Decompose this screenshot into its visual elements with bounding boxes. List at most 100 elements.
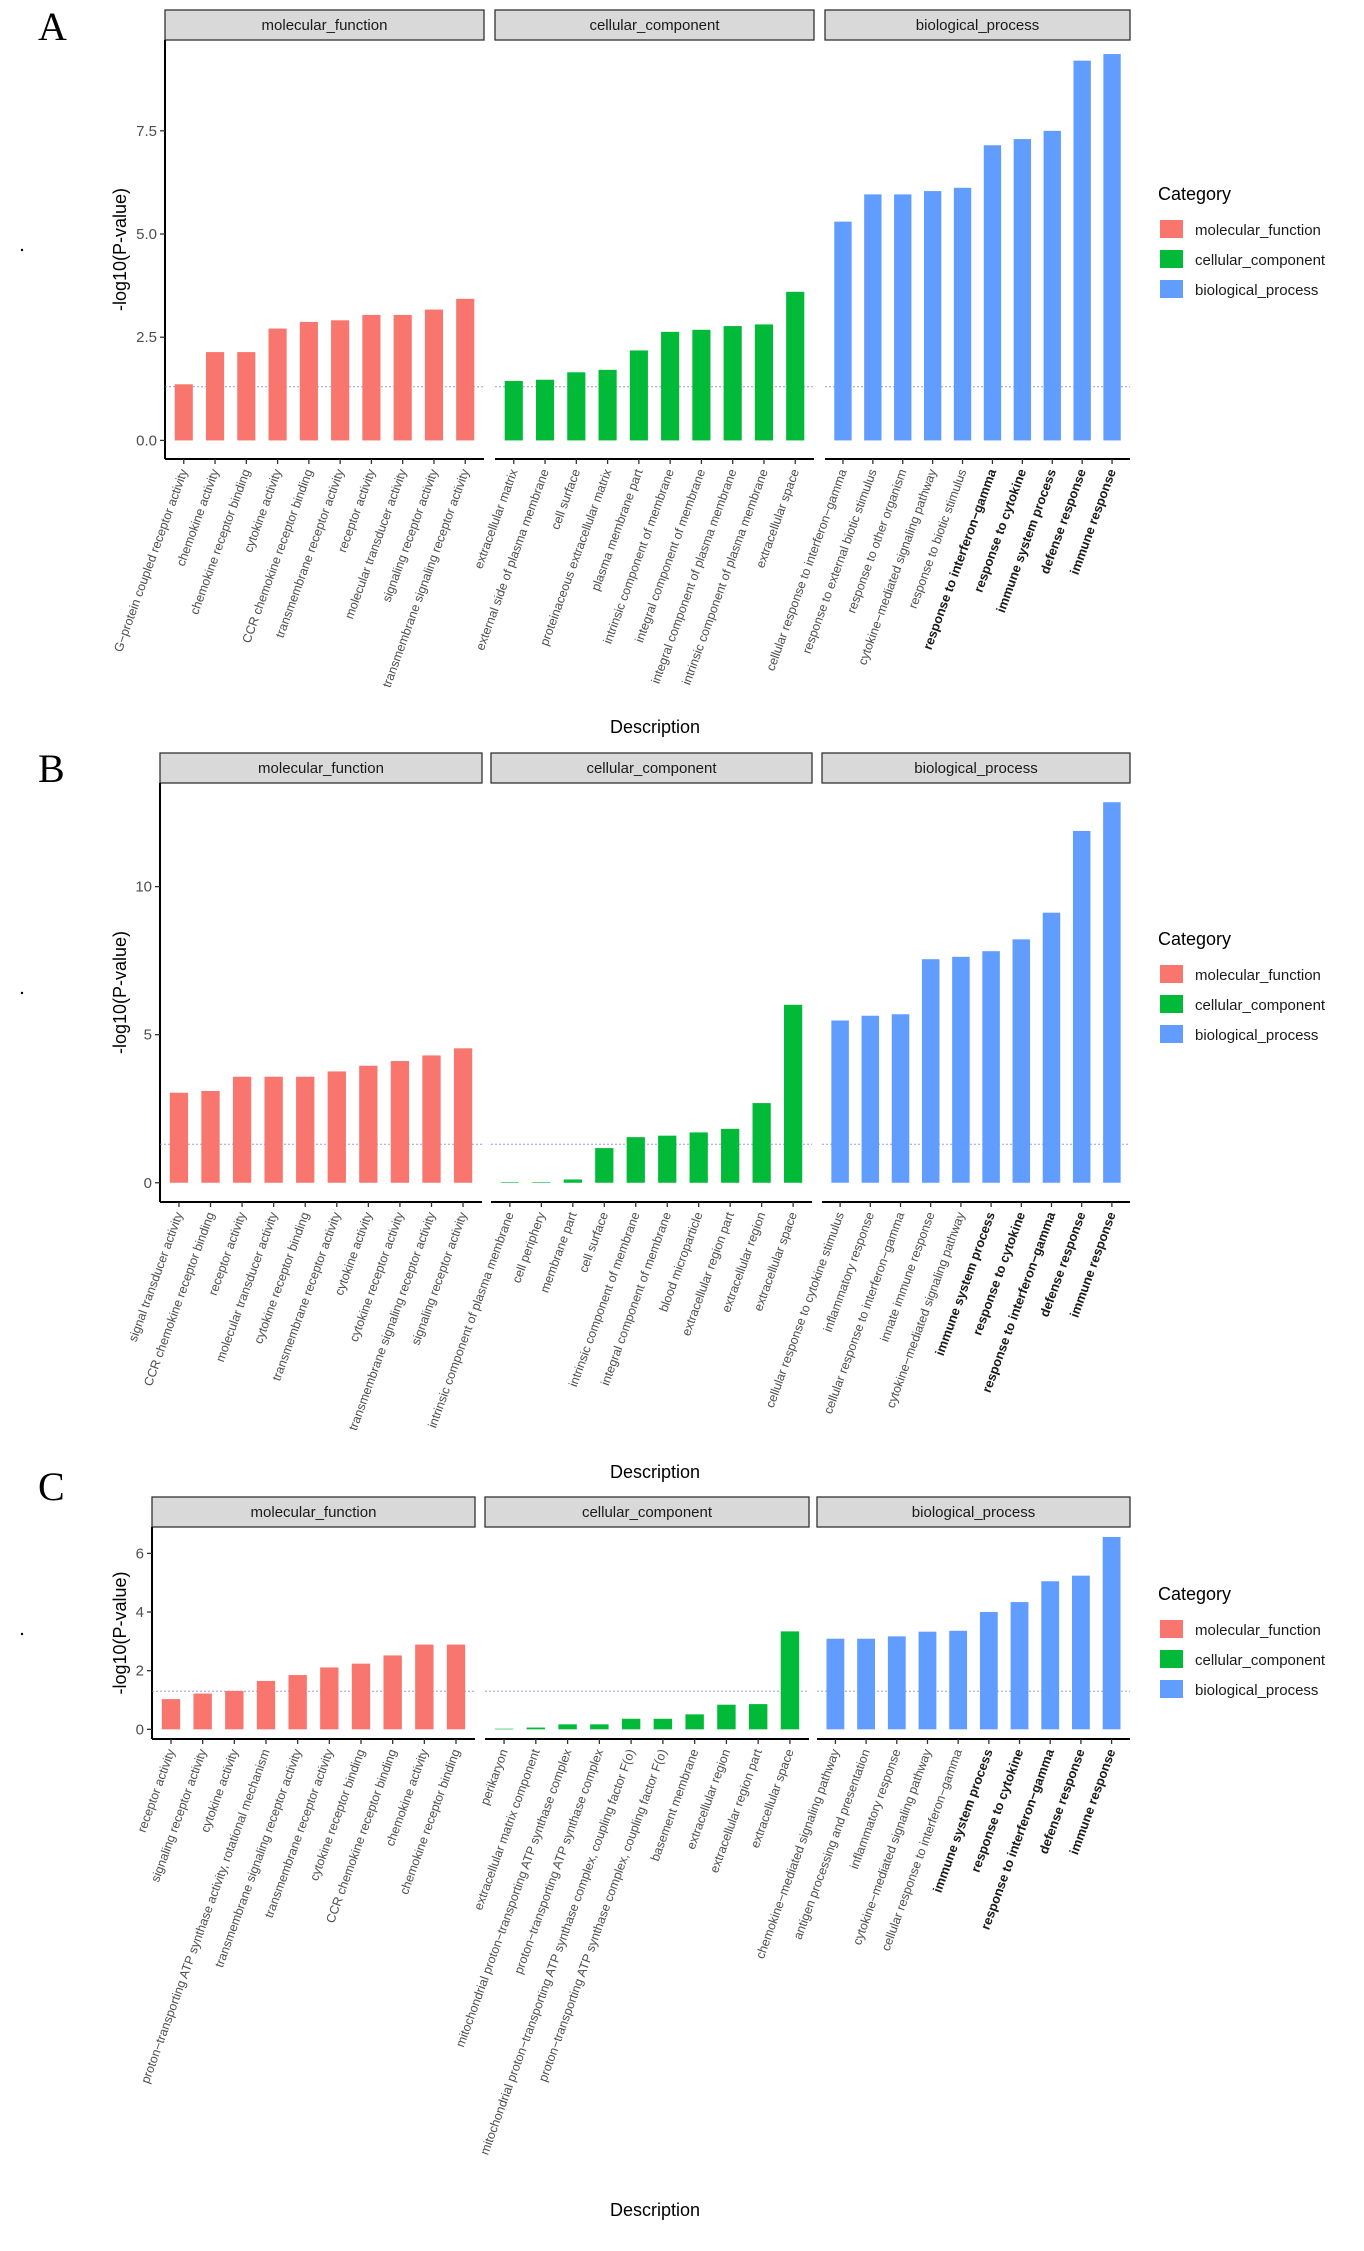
legend-label: cellular_component (1195, 252, 1326, 269)
y-axis-title: -log10(P-value) (110, 931, 130, 1054)
facet-strip-label: cellular_component (586, 760, 717, 777)
panel-letter: B (38, 746, 65, 791)
legend-swatch-cellular-component (1160, 250, 1183, 268)
bar (692, 329, 711, 441)
bar (717, 1704, 736, 1730)
bar (1042, 912, 1061, 1183)
bar (535, 379, 555, 441)
y-tick-label: 4 (136, 1604, 144, 1621)
legend: Category molecular_function cellular_compo… (1158, 184, 1326, 299)
bar (595, 1148, 614, 1183)
legend-label: molecular_function (1195, 1622, 1321, 1639)
y-tick-label: 0.0 (136, 432, 157, 449)
bar (558, 1724, 577, 1730)
bar (264, 1076, 283, 1183)
margin-dot (20, 248, 24, 252)
bar (500, 1182, 520, 1183)
facet-strip (164, 9, 485, 41)
bar (237, 352, 256, 441)
bar (752, 1103, 771, 1183)
x-axis-title: Description (610, 717, 700, 737)
bar (320, 1667, 339, 1730)
bar (1012, 939, 1031, 1183)
bar (446, 1644, 466, 1730)
bar (415, 1644, 434, 1730)
bar (526, 1727, 546, 1730)
margin-dot (20, 1632, 24, 1636)
bar (256, 1680, 276, 1730)
legend-swatch-biological-process (1160, 1025, 1183, 1043)
bar (225, 1690, 244, 1730)
bar (201, 1090, 220, 1183)
legend-title: Category (1158, 929, 1231, 949)
y-tick-label: 2.5 (136, 329, 157, 346)
x-tick-label: cell surface (548, 467, 583, 531)
bar (754, 324, 774, 441)
bar (232, 1076, 252, 1183)
y-tick-label: 10 (135, 879, 152, 896)
facet-cellular-component: cellular_component intrinsic component of… (425, 752, 813, 1430)
legend-swatch-cellular-component (1160, 995, 1183, 1013)
bar (857, 1638, 875, 1730)
facet-strip-label: cellular_component (582, 1504, 713, 1521)
legend-swatch-biological-process (1160, 1680, 1183, 1698)
panel-letter: A (38, 4, 67, 49)
bar (327, 1071, 346, 1183)
bar (193, 1693, 212, 1730)
bar (1013, 139, 1032, 441)
panel-a: A -log10(P-value) molecular_function 0.0 2.5… (20, 4, 1326, 737)
bar (621, 1718, 641, 1730)
y-tick-label: 0 (144, 1175, 152, 1192)
bar (653, 1718, 673, 1730)
y-tick-label: 7.5 (136, 123, 157, 140)
bar (296, 1076, 315, 1183)
legend-title: Category (1158, 184, 1231, 204)
facet-strip (151, 1496, 476, 1528)
bar (1041, 1581, 1060, 1730)
bar (918, 1631, 937, 1730)
y-tick-label: 6 (136, 1545, 144, 1562)
y-tick-label: 5 (144, 1027, 152, 1044)
facet-strip-label: molecular_function (258, 760, 384, 777)
bar (689, 1132, 708, 1183)
bar (1103, 802, 1121, 1183)
legend-swatch-molecular-function (1160, 1620, 1183, 1638)
bar (532, 1182, 551, 1183)
legend-swatch-cellular-component (1160, 1650, 1183, 1668)
bar (826, 1638, 845, 1730)
bar (351, 1663, 371, 1730)
bar (590, 1724, 609, 1730)
facet-strip-label: molecular_function (251, 1504, 377, 1521)
legend-label: biological_process (1195, 1682, 1318, 1699)
y-axis-title: -log10(P-value) (110, 1571, 130, 1694)
facet-strip-label: molecular_function (262, 17, 388, 34)
y-tick-label: 5.0 (136, 226, 157, 243)
bar (748, 1704, 768, 1730)
facet-strip (490, 752, 813, 784)
bar (299, 321, 318, 441)
legend-label: molecular_function (1195, 222, 1321, 239)
bar (1072, 830, 1091, 1183)
legend: Category molecular_function cellular_compo… (1158, 929, 1326, 1044)
facet-strip (821, 752, 1131, 784)
x-tick-label: intrinsic component of plasma membrane (425, 1210, 516, 1430)
bar (174, 384, 193, 441)
bar (894, 194, 912, 441)
bar (982, 951, 1000, 1183)
facet-strip-label: biological_process (916, 17, 1039, 34)
bar (1072, 1575, 1090, 1730)
bar (834, 221, 852, 441)
bar (658, 1135, 677, 1183)
bar (723, 326, 742, 441)
bar (383, 1655, 402, 1730)
facet-strip (159, 752, 483, 784)
facet-strip (824, 9, 1131, 41)
bar (598, 369, 617, 441)
bar (456, 298, 475, 441)
x-tick-label: chemokine receptor binding (397, 1747, 463, 1896)
bar (1103, 54, 1121, 441)
